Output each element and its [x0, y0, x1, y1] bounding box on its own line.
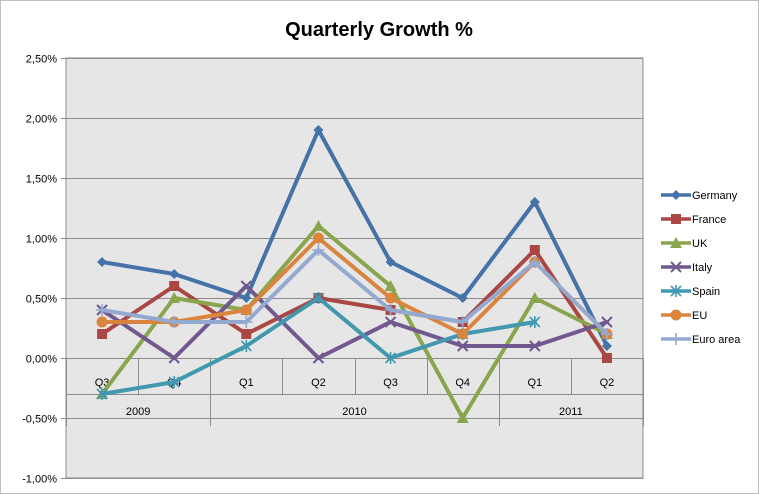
- data-point: [169, 269, 180, 279]
- legend-item: EU: [661, 309, 707, 322]
- data-point: [457, 293, 468, 303]
- legend-marker: [671, 214, 681, 224]
- data-point: [168, 376, 180, 388]
- x-tick-label: Q1: [239, 377, 254, 389]
- data-point: [97, 257, 108, 267]
- data-point: [240, 340, 252, 352]
- data-point: [528, 292, 541, 303]
- legend-item: Euro area: [661, 333, 741, 346]
- data-point: [240, 304, 252, 316]
- year-label: 2010: [342, 406, 366, 418]
- chart-title: Quarterly Growth %: [285, 19, 473, 41]
- data-point: [601, 316, 613, 328]
- y-tick-label: 0,00%: [26, 354, 57, 366]
- data-point: [168, 316, 181, 328]
- y-tick-label: 2,00%: [26, 114, 57, 126]
- data-point: [385, 292, 397, 304]
- y-tick-label: 1,50%: [26, 174, 57, 186]
- data-point: [313, 125, 324, 135]
- data-point: [241, 329, 252, 339]
- y-tick-label: -0,50%: [22, 414, 57, 426]
- legend-marker: [670, 237, 682, 248]
- series-line: [100, 248, 609, 360]
- legend: Germany France UK Italy Spain EU Euro area: [661, 190, 741, 346]
- series-euro-area: [96, 244, 613, 340]
- series-line: [100, 224, 609, 420]
- data-point: [529, 316, 541, 328]
- legend-label: EU: [692, 310, 707, 322]
- legend-marker: [670, 333, 682, 345]
- x-tick-label: Q1: [527, 377, 542, 389]
- legend-marker: [670, 309, 682, 321]
- data-point: [384, 280, 397, 291]
- data-point: [312, 292, 325, 304]
- data-point: [241, 293, 252, 303]
- data-point: [528, 256, 541, 268]
- legend-marker: [670, 285, 682, 297]
- data-point: [96, 304, 109, 316]
- data-point: [312, 232, 324, 244]
- legend-marker: [670, 261, 682, 273]
- data-point: [456, 340, 469, 352]
- data-point: [456, 412, 469, 423]
- data-point: [385, 257, 396, 267]
- y-tick-label: 2,50%: [26, 54, 57, 66]
- series-line: [100, 284, 609, 360]
- series-line: [100, 128, 609, 348]
- x-tick-label: Q4: [455, 377, 470, 389]
- x-tick-label: Q3: [383, 377, 398, 389]
- data-point: [601, 353, 612, 363]
- data-point: [456, 316, 469, 328]
- data-point: [169, 281, 180, 291]
- data-point: [529, 197, 540, 207]
- data-point: [168, 352, 180, 364]
- legend-item: Germany: [661, 190, 738, 202]
- y-tick-label: -1,00%: [22, 474, 57, 486]
- legend-label: Italy: [692, 262, 713, 274]
- data-point: [529, 245, 540, 255]
- legend-item: Italy: [661, 261, 713, 274]
- data-point: [457, 328, 469, 340]
- data-point: [384, 316, 397, 328]
- legend-item: Spain: [661, 285, 720, 298]
- x-tick-label: Q2: [600, 377, 615, 389]
- y-tick-label: 0,50%: [26, 294, 57, 306]
- legend-label: Spain: [692, 286, 720, 298]
- data-point: [312, 244, 325, 256]
- data-point: [312, 220, 325, 231]
- data-point: [240, 280, 253, 292]
- data-point: [168, 292, 181, 303]
- year-label: 2009: [126, 406, 150, 418]
- legend-item: UK: [661, 237, 708, 250]
- legend-label: Germany: [692, 190, 738, 202]
- x-tick-label: Q2: [311, 377, 326, 389]
- year-label: 2011: [559, 406, 583, 418]
- data-point: [384, 304, 397, 316]
- legend-label: France: [692, 214, 726, 226]
- data-point: [384, 352, 397, 364]
- legend-marker: [671, 190, 681, 200]
- legend-item: France: [661, 214, 726, 226]
- data-point: [601, 341, 612, 351]
- plot-area: 2,50% 2,00% 1,50% 1,00% 0,50% 0,00% -0,50% -1,0…: [22, 54, 644, 486]
- data-point: [312, 352, 325, 364]
- data-point: [240, 316, 253, 328]
- data-point: [96, 316, 108, 328]
- data-point: [96, 388, 108, 400]
- data-point: [529, 340, 541, 352]
- legend-label: UK: [692, 238, 708, 250]
- series-line: [100, 248, 609, 336]
- series-germany: [97, 125, 612, 351]
- data-point: [97, 329, 108, 339]
- legend-label: Euro area: [692, 334, 741, 346]
- data-point: [600, 328, 613, 340]
- y-tick-label: 1,00%: [26, 234, 57, 246]
